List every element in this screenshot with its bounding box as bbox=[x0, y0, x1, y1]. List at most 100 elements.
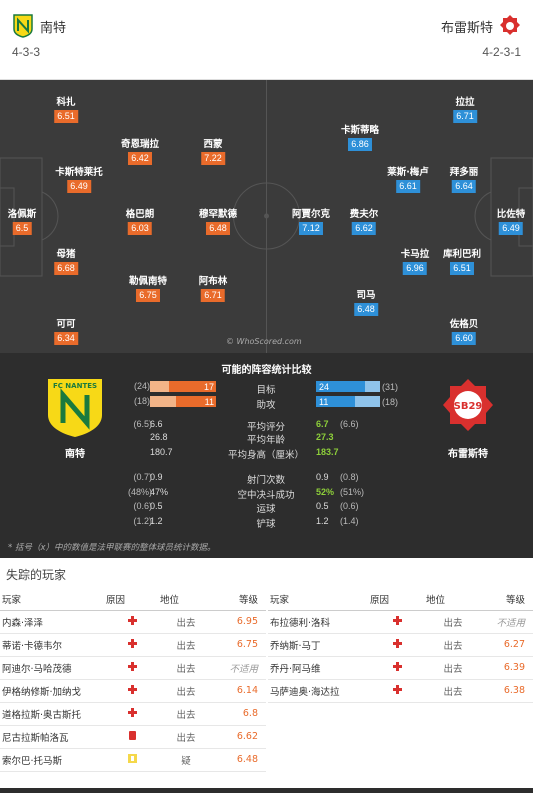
player-name[interactable]: 阿迪尔·马哈茂德 bbox=[0, 656, 104, 680]
watermark: © WhoScored.com bbox=[226, 337, 302, 346]
table-row[interactable]: 乔纳斯·马丁 出去 6.27 bbox=[268, 633, 533, 657]
home-player[interactable]: 勒佩南特 6.75 bbox=[128, 276, 168, 302]
player-rating: 6.96 bbox=[403, 262, 427, 275]
home-player[interactable]: 格巴朗 6.03 bbox=[125, 209, 155, 235]
rating-cell: 6.48 bbox=[212, 748, 266, 772]
away-formation: 4-2-3-1 bbox=[482, 45, 521, 59]
table-row[interactable]: 伊格纳修斯·加纳戈 出去 6.14 bbox=[0, 679, 266, 703]
rating-cell: 6.39 bbox=[480, 656, 533, 680]
home-player[interactable]: 科扎 6.51 bbox=[54, 94, 78, 123]
table-row[interactable]: 索尔巴·托马斯 疑 6.48 bbox=[0, 748, 266, 772]
home-label: 南特 bbox=[65, 449, 85, 460]
player-name[interactable]: 乔纳斯·马丁 bbox=[268, 633, 368, 657]
away-team[interactable]: 布雷斯特 bbox=[441, 14, 521, 38]
home-player[interactable]: 洛佩斯 6.5 bbox=[7, 209, 37, 235]
table-row[interactable]: 内森·泽泽 出去 6.95 bbox=[0, 610, 266, 634]
injury-icon bbox=[392, 615, 402, 625]
reason-cell bbox=[104, 702, 158, 726]
player-name[interactable]: 索尔巴·托马斯 bbox=[0, 748, 104, 772]
player-rating: 6.62 bbox=[352, 222, 376, 235]
away-player[interactable]: 卡斯蒂略 6.86 bbox=[340, 125, 380, 151]
status-cell: 出去 bbox=[158, 633, 212, 657]
away-bar-fill bbox=[316, 381, 366, 392]
table-row[interactable]: 蒂诺·卡德韦尔 出去 6.75 bbox=[0, 633, 266, 657]
reason-cell bbox=[368, 656, 424, 680]
missing-title: 失踪的玩家 bbox=[6, 568, 67, 582]
home-player[interactable]: 阿布林 6.71 bbox=[198, 276, 228, 302]
rating-cell: 6.27 bbox=[480, 633, 533, 657]
player-rating: 7.22 bbox=[201, 152, 225, 165]
brest-crest-icon bbox=[500, 15, 520, 35]
status-cell: 出去 bbox=[158, 656, 212, 680]
home-team[interactable]: 南特 bbox=[12, 14, 66, 38]
home-player[interactable]: 可可 6.34 bbox=[54, 316, 78, 345]
reason-cell bbox=[104, 610, 158, 634]
home-player[interactable]: 母猪 6.68 bbox=[54, 246, 78, 275]
player-rating: 6.03 bbox=[128, 222, 152, 235]
home-player[interactable]: 穆罕默德 6.48 bbox=[198, 209, 238, 235]
away-player[interactable]: 拜多丽 6.64 bbox=[449, 167, 479, 193]
status-cell: 出去 bbox=[158, 725, 212, 749]
away-player[interactable]: 阿賈尔克 7.12 bbox=[291, 209, 331, 235]
player-name[interactable]: 伊格纳修斯·加纳戈 bbox=[0, 679, 104, 703]
away-player[interactable]: 费夫尔 6.62 bbox=[349, 209, 379, 235]
injury-icon bbox=[127, 661, 137, 671]
brest-logo-text: SB29 bbox=[454, 401, 483, 412]
bottom-bar bbox=[0, 788, 533, 793]
table-row[interactable]: 阿迪尔·马哈茂德 出去 不适用 bbox=[0, 656, 266, 680]
reason-cell bbox=[368, 610, 424, 634]
home-player[interactable]: 西蒙 7.22 bbox=[201, 136, 225, 165]
footnote: * 括号（x）中的数值是法甲联赛的整体球员统计数据。 bbox=[8, 543, 216, 553]
injury-icon bbox=[127, 684, 137, 694]
status-cell: 出去 bbox=[158, 702, 212, 726]
home-player[interactable]: 奇恩瑞拉 6.42 bbox=[120, 139, 160, 165]
rating-cell: 不适用 bbox=[480, 610, 533, 634]
home-player[interactable]: 卡斯特莱托 6.49 bbox=[55, 167, 103, 193]
rating-cell: 6.75 bbox=[212, 633, 266, 657]
away-label: 布雷斯特 bbox=[448, 449, 488, 460]
table-row[interactable]: 乔丹·阿马维 出去 6.39 bbox=[268, 656, 533, 680]
status-cell: 出去 bbox=[424, 679, 480, 703]
player-rating: 6.75 bbox=[136, 289, 160, 302]
stats-title: 可能的阵容统计比较 bbox=[221, 365, 312, 376]
reason-cell bbox=[368, 679, 424, 703]
player-name[interactable]: 蒂诺·卡德韦尔 bbox=[0, 633, 104, 657]
player-name[interactable]: 乔丹·阿马维 bbox=[268, 656, 368, 680]
table-row[interactable]: 道格拉斯·奥古斯托 出去 6.8 bbox=[0, 702, 266, 726]
away-player[interactable]: 拉拉 6.71 bbox=[453, 94, 477, 123]
away-player[interactable]: 司马 6.48 bbox=[354, 287, 378, 316]
away-player[interactable]: 比佐特 6.49 bbox=[496, 209, 526, 235]
player-name[interactable]: 布拉德利·洛科 bbox=[268, 610, 368, 634]
away-player[interactable]: 佐格贝 6.60 bbox=[449, 319, 479, 345]
player-name[interactable]: 内森·泽泽 bbox=[0, 610, 104, 634]
player-rating: 6.49 bbox=[499, 222, 523, 235]
status-cell: 出去 bbox=[424, 610, 480, 634]
nantes-logo-text: FC NANTES bbox=[53, 382, 97, 390]
rating-cell: 6.62 bbox=[212, 725, 266, 749]
injury-icon bbox=[392, 638, 402, 648]
away-player[interactable]: 库利巴利 6.51 bbox=[442, 249, 482, 275]
rating-cell: 6.8 bbox=[212, 702, 266, 726]
injury-icon bbox=[127, 707, 137, 717]
pitch: 科扎 6.51 奇恩瑞拉 6.42 西蒙 7.22 卡斯特莱托 6.49 洛佩斯 6.5 … bbox=[0, 80, 533, 353]
player-name[interactable]: 尼古拉斯帕洛瓦 bbox=[0, 725, 104, 749]
player-name[interactable]: 道格拉斯·奥古斯托 bbox=[0, 702, 104, 726]
away-player[interactable]: 莱斯·梅卢 6.61 bbox=[387, 167, 429, 193]
status-cell: 疑 bbox=[158, 748, 212, 772]
away-player[interactable]: 卡马拉 6.96 bbox=[400, 249, 430, 275]
table-row[interactable]: 马萨迪奥·海达拉 出去 6.38 bbox=[268, 679, 533, 703]
table-row[interactable]: 布拉德利·洛科 出去 不适用 bbox=[268, 610, 533, 634]
pitch-lines bbox=[0, 80, 533, 353]
player-rating: 6.61 bbox=[396, 180, 420, 193]
player-name[interactable]: 马萨迪奥·海达拉 bbox=[268, 679, 368, 703]
player-rating: 7.12 bbox=[299, 222, 323, 235]
away-bar-fill bbox=[316, 396, 356, 407]
player-rating: 6.34 bbox=[54, 332, 78, 345]
status-cell: 出去 bbox=[158, 679, 212, 703]
away-team-name: 布雷斯特 bbox=[440, 20, 493, 36]
rating-cell: 6.14 bbox=[212, 679, 266, 703]
rating-cell: 6.95 bbox=[212, 610, 266, 634]
table-row[interactable]: 尼古拉斯帕洛瓦 出去 6.62 bbox=[0, 725, 266, 749]
player-rating: 6.48 bbox=[354, 303, 378, 316]
injury-icon bbox=[392, 661, 402, 671]
